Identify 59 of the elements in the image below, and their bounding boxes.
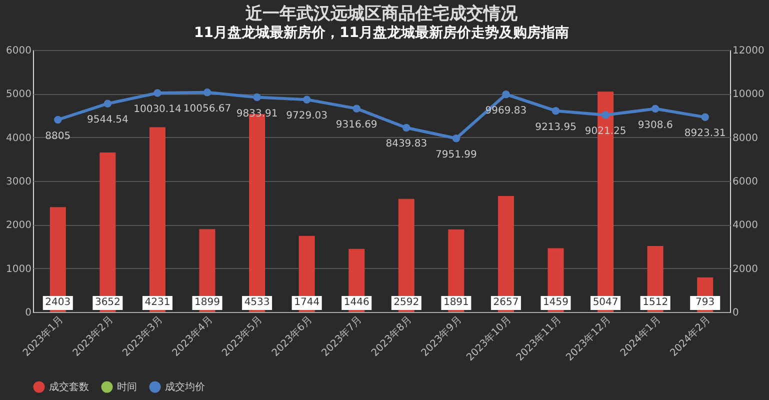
y-tick-label: 1000 — [6, 264, 32, 275]
point — [452, 134, 460, 142]
data-label: 7951.99 — [436, 149, 477, 160]
legend-label: 时间 — [117, 381, 137, 393]
data-label: 9316.69 — [336, 120, 378, 131]
y2-tick-label: 12000 — [732, 46, 764, 56]
data-label: 2403 — [45, 297, 71, 308]
data-label: 9729.03 — [286, 110, 328, 122]
legend-label: 成交均价 — [165, 381, 205, 393]
y-tick-label: 4000 — [6, 132, 32, 144]
data-label: 1459 — [543, 297, 568, 308]
legend-label: 成交套数 — [49, 381, 89, 393]
point — [502, 90, 510, 98]
point — [104, 100, 112, 108]
data-label: 4533 — [244, 297, 270, 308]
y2-tick-label: 8000 — [732, 132, 758, 144]
y2-tick-label: 10000 — [732, 89, 764, 100]
point — [54, 116, 62, 124]
y-tick-label: 5000 — [6, 89, 32, 100]
data-label: 8923.31 — [684, 128, 726, 140]
data-label: 4231 — [144, 297, 170, 308]
y2-tick-label: 0 — [732, 308, 739, 318]
point — [602, 111, 610, 119]
y2-tick-label: 6000 — [732, 176, 758, 188]
data-label: 9213.95 — [535, 122, 576, 133]
data-label: 1446 — [344, 297, 370, 308]
data-label: 3652 — [94, 297, 120, 308]
data-label: 2592 — [394, 297, 420, 308]
data-label: 10056.67 — [183, 103, 232, 114]
data-label: 2657 — [493, 297, 519, 308]
data-label: 10030.14 — [134, 104, 182, 116]
data-label: 1744 — [294, 297, 320, 308]
point — [352, 104, 360, 112]
data-label: 8439.83 — [386, 138, 428, 150]
point — [402, 124, 410, 132]
data-label: 5047 — [592, 297, 618, 308]
data-label: 1891 — [443, 297, 469, 308]
data-label: 793 — [696, 297, 715, 308]
data-label: 8805 — [45, 130, 71, 142]
chart-title: 近一年武汉远城区商品住宅成交情况 — [244, 4, 518, 24]
data-label: 9544.54 — [87, 114, 128, 126]
chart-subtitle: 11月盘龙城最新房价，11月盘龙城最新房价走势及购房指南 — [194, 24, 569, 41]
y-tick-label: 2000 — [6, 220, 32, 232]
point — [203, 88, 212, 96]
point — [701, 113, 709, 122]
y2-tick-label: 2000 — [732, 264, 758, 275]
point — [302, 96, 311, 104]
point — [552, 106, 560, 115]
data-label: 1512 — [642, 297, 668, 308]
data-label: 9833.91 — [236, 108, 278, 120]
point — [154, 89, 162, 97]
point — [253, 93, 261, 102]
y-tick-label: 6000 — [6, 46, 32, 56]
y2-tick-label: 4000 — [732, 220, 758, 232]
data-label: 1899 — [194, 297, 220, 308]
y-tick-label: 0 — [25, 308, 32, 318]
point — [651, 104, 660, 113]
y-tick-label: 3000 — [6, 176, 32, 188]
data-label: 9308.6 — [638, 120, 673, 131]
